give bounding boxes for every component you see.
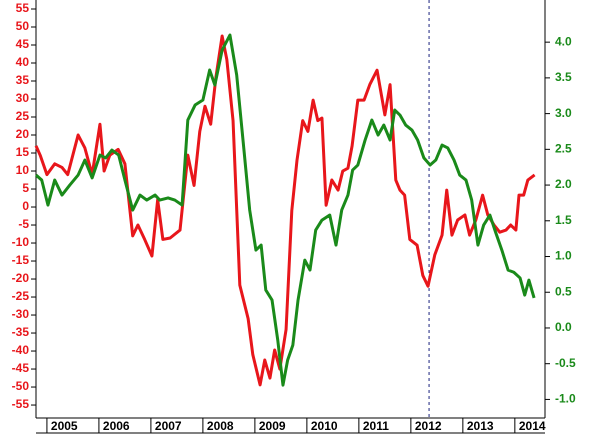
y-tick-label: -55 (12, 397, 30, 411)
y-tick-label: -15 (12, 253, 30, 267)
x-tick-label: 2005 (51, 419, 78, 433)
x-tick-label: 2012 (415, 419, 442, 433)
y2-tick-label: 0.0 (555, 320, 572, 334)
x-tick-label: 2008 (207, 419, 234, 433)
y-tick-label: 30 (16, 91, 30, 105)
series-line (35, 33, 536, 387)
y2-tick-label: 3.0 (555, 106, 572, 120)
y2-tick-label: 4.0 (555, 34, 572, 48)
y2-tick-label: 1.0 (555, 249, 572, 263)
y-tick-label: 45 (16, 37, 30, 51)
y-tick-label: -25 (12, 289, 30, 303)
y2-tick-label: 2.5 (555, 142, 572, 156)
y-tick-label: -45 (12, 361, 30, 375)
x-tick-label: 2014 (519, 419, 546, 433)
y-tick-label: 10 (16, 163, 30, 177)
series-line (34, 34, 536, 387)
y-tick-label: 35 (16, 73, 30, 87)
y-tick-label: 50 (16, 19, 30, 33)
y2-tick-label: 2.0 (555, 177, 572, 191)
x-tick-label: 2009 (259, 419, 286, 433)
y2-tick-label: 0.5 (555, 284, 572, 298)
y-tick-label: -10 (12, 235, 30, 249)
x-tick-label: 2013 (467, 419, 494, 433)
y-tick-label: 0 (22, 199, 29, 213)
y-tick-label: 55 (16, 1, 30, 15)
y-tick-label: -35 (12, 325, 30, 339)
y-tick-label: -40 (12, 343, 30, 357)
y-tick-label: 25 (16, 109, 30, 123)
y-tick-label: -50 (12, 379, 30, 393)
x-tick-label: 2010 (311, 419, 338, 433)
x-tick-label: 2006 (103, 419, 130, 433)
y-tick-label: 20 (16, 127, 30, 141)
y2-tick-label: -0.5 (555, 356, 576, 370)
x-tick-label: 2007 (155, 419, 182, 433)
y2-tick-label: 1.5 (555, 213, 572, 227)
y-tick-label: 5 (22, 181, 29, 195)
y-tick-label: -30 (12, 307, 30, 321)
y-tick-label: 40 (16, 55, 30, 69)
y-tick-label: -20 (12, 271, 30, 285)
y-tick-label: -5 (18, 217, 29, 231)
y2-tick-label: 3.5 (555, 70, 572, 84)
y2-tick-label: -1.0 (555, 392, 576, 406)
y-tick-label: 15 (16, 145, 30, 159)
x-tick-label: 2011 (363, 419, 389, 433)
